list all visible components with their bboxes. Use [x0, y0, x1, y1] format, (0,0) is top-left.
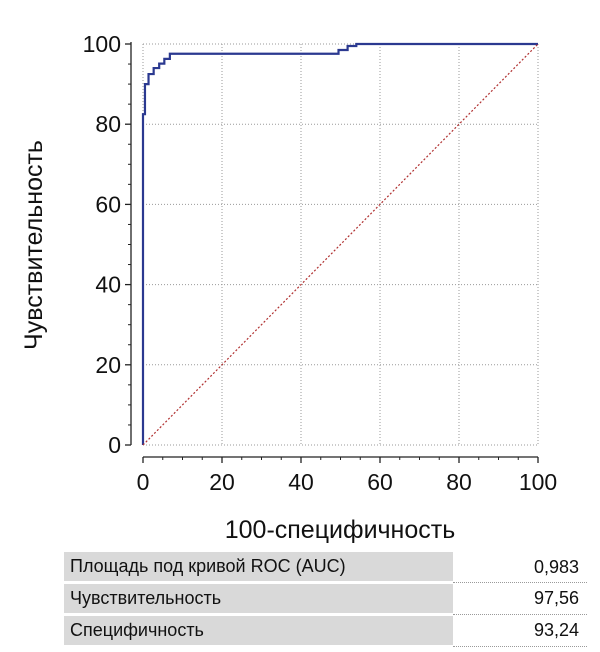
stats-label: Чувствительность: [64, 582, 453, 616]
stats-row-specificity: Специфичность 93,24: [64, 614, 587, 648]
grid: [142, 43, 539, 446]
roc-curve: [141, 42, 538, 445]
x-axis-title: 100-специфичность: [225, 516, 456, 544]
axes: [130, 42, 538, 458]
x-tick-label: 60: [367, 469, 393, 495]
stats-label: Площадь под кривой ROC (AUC): [64, 552, 453, 584]
stats-label: Специфичность: [64, 614, 453, 648]
stats-row-sensitivity: Чувствительность 97,56: [64, 582, 587, 616]
y-tick-label: 0: [108, 432, 121, 458]
y-tick-label: 20: [95, 352, 121, 378]
series-group: [141, 42, 539, 446]
y-tick-label: 60: [95, 191, 121, 217]
x-tick-label: 80: [446, 469, 472, 495]
reference-diagonal: [142, 43, 539, 446]
x-tick-label: 20: [209, 469, 235, 495]
stats-row-auc: Площадь под кривой ROC (AUC) 0,983: [64, 552, 587, 584]
stats-value: 93,24: [453, 614, 587, 647]
ticks: 0 20 40 60 80 100 0 20 40 60 80 100: [83, 31, 558, 495]
x-tick-label: 40: [288, 469, 314, 495]
stats-value: 0,983: [453, 552, 587, 583]
stats-value: 97,56: [453, 582, 587, 615]
x-tick-label: 0: [137, 469, 150, 495]
y-axis-title: Чувствительность: [20, 140, 48, 350]
roc-chart: 0 20 40 60 80 100 0 20 40 60 80 100 100-специфичнос…: [20, 31, 558, 544]
y-tick-label: 40: [95, 272, 121, 298]
y-tick-label: 100: [83, 31, 121, 57]
y-tick-label: 80: [95, 111, 121, 137]
stats-table: Площадь под кривой ROC (AUC) 0,983 Чувст…: [64, 552, 587, 648]
x-tick-label: 100: [519, 469, 557, 495]
